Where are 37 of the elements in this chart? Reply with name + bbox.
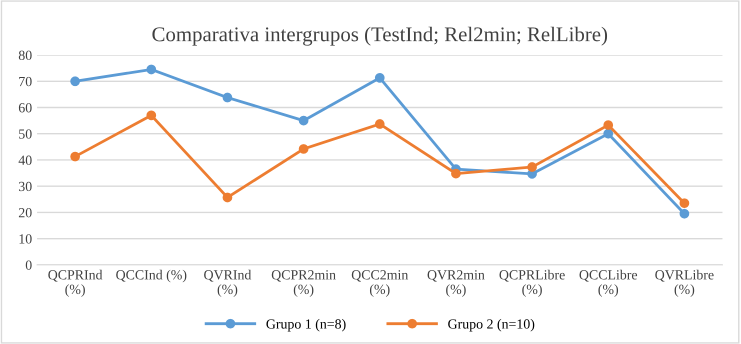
- x-tick-label: QCPRInd (%): [48, 270, 102, 297]
- point: [222, 92, 232, 102]
- point: [680, 198, 690, 208]
- point: [146, 110, 156, 120]
- point: [146, 64, 156, 74]
- point: [374, 73, 385, 83]
- y-tick-label: 0: [26, 260, 32, 270]
- x-tick-label: QCCInd (%): [116, 270, 186, 282]
- point: [298, 144, 308, 154]
- x-tick-label: QCC2min (%): [352, 270, 408, 297]
- point: [222, 192, 232, 202]
- y-tick-label: 10: [20, 234, 32, 244]
- legend-label: Grupo 1 (n=8): [266, 318, 346, 332]
- point: [603, 120, 614, 130]
- point: [298, 116, 308, 126]
- point: [451, 168, 461, 178]
- x-tick-label: QCPRLibre (%): [499, 270, 565, 297]
- y-tick-label: 30: [18, 182, 32, 192]
- legend-label: Grupo 2 (n=10): [448, 318, 534, 332]
- y-tick-label: 70: [19, 76, 32, 86]
- point: [70, 76, 80, 86]
- x-tick-label: QCPR2min (%): [272, 270, 336, 297]
- y-tick-label: 40: [18, 156, 32, 165]
- y-tick-label: 50: [19, 129, 32, 139]
- point: [603, 128, 614, 139]
- point: [374, 119, 385, 129]
- x-tick-label: QVRInd (%): [204, 270, 252, 297]
- point: [527, 162, 537, 172]
- chart-title: Comparativa intergrupos (TestInd; Rel2min; RelLibre): [152, 26, 608, 46]
- y-tick-label: 20: [18, 208, 32, 218]
- x-tick-label: QVR2min (%): [428, 270, 485, 297]
- y-tick-label: 60: [18, 103, 32, 112]
- y-tick-label: 80: [18, 50, 32, 60]
- point: [680, 208, 690, 219]
- x-tick-label: QCCLibre (%): [579, 270, 638, 297]
- x-tick-label: QVRLibre (%): [655, 270, 714, 297]
- point: [70, 152, 80, 162]
